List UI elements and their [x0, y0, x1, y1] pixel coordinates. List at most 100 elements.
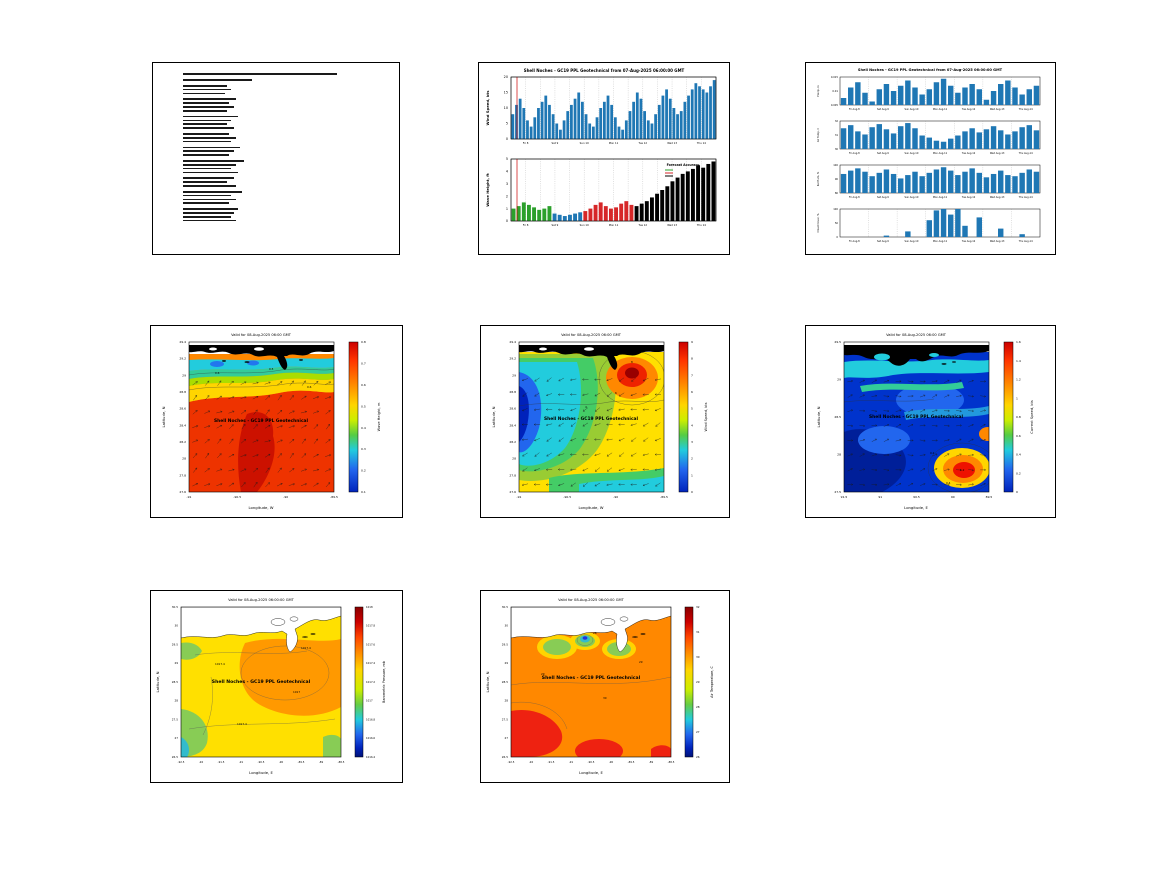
bar — [518, 98, 522, 139]
bar — [687, 95, 690, 139]
bar — [706, 163, 711, 221]
tick-label: 27.6 — [179, 490, 186, 494]
tick-label: 20 — [504, 75, 508, 79]
bar — [696, 165, 701, 221]
bar — [1019, 172, 1025, 193]
bar — [570, 104, 573, 139]
panel-wind-speed-map[interactable]: Valid for 08-Aug-2025 06:00 GMT 8 6 4 Sh — [480, 325, 730, 518]
bar — [683, 101, 687, 139]
x-axis-label: Longitude, E — [579, 770, 603, 775]
report-text-line — [183, 198, 236, 201]
tick-label: 1017.6 — [366, 642, 375, 646]
site-overlay-label: Shell Noches - GC19 PPL Geotechnical — [214, 418, 309, 424]
bar — [1012, 87, 1018, 105]
bar — [862, 134, 868, 149]
bar — [685, 171, 690, 221]
bar — [848, 87, 854, 105]
panel-air-temperature-map[interactable]: Valid for 08-Aug-2025 06:00:00 GMT 29 — [480, 590, 730, 783]
bar — [905, 80, 911, 105]
tick-label: 0.3 — [361, 447, 366, 451]
bar — [912, 128, 918, 149]
tick-label: -92 — [529, 760, 534, 764]
bar — [976, 217, 982, 237]
tick-label: 0 — [836, 235, 838, 239]
panel-current-speed-map[interactable]: Valid for 08-Aug-2025 06:00 GMT 0.2 — [805, 325, 1056, 518]
tick-label: Sun 10 — [580, 141, 589, 145]
report-text-line — [183, 119, 232, 122]
land-mass — [519, 345, 664, 370]
tick-label: -89.5 — [298, 760, 305, 764]
panel-forecast-text-report[interactable] — [152, 62, 400, 255]
report-text-line — [183, 73, 337, 75]
land-mass — [181, 607, 341, 653]
tick-label: 0.015 — [831, 75, 839, 79]
map-frame — [180, 606, 342, 758]
x-axis-label: Longitude, E — [249, 770, 273, 775]
tick-label: 90.5 — [913, 495, 920, 499]
bar — [562, 120, 566, 139]
tick-label: -90.5 — [258, 760, 265, 764]
bar — [905, 231, 911, 237]
bar — [955, 92, 961, 105]
bar — [883, 84, 890, 105]
legend-title: Forecast Accuracy — [667, 163, 701, 167]
y-axis-label: Latitude, N — [491, 406, 496, 427]
tick-label: 28.6 — [179, 407, 186, 411]
x-axis-label: Longitude, W — [248, 505, 273, 510]
report-text-line — [183, 78, 252, 81]
y-axis-label: Precip, in — [816, 85, 820, 97]
panel-wave-height-map[interactable]: Valid for 08-Aug-2025 06:00 GMT 0.6 0.5 — [150, 325, 403, 518]
bar — [639, 203, 644, 221]
tick-label: 29.4 — [509, 340, 516, 344]
tick-label: 1017.2 — [366, 680, 375, 684]
tick-label: Tue 12 — [639, 141, 648, 145]
tick-label: 0.8 — [361, 340, 366, 344]
tick-label: Fri Aug-8 — [849, 108, 860, 111]
bar — [668, 98, 672, 139]
bar — [709, 86, 712, 139]
bar — [588, 123, 592, 139]
y-ticks: 100 90 80 — [833, 163, 838, 195]
bar — [869, 176, 875, 193]
panel-misc-weather-chart[interactable]: Shell Noches - GC19 PPL Geotechnical fro… — [805, 62, 1056, 255]
x-ticks: -91 -90.5 -90 -89.5 — [187, 495, 338, 499]
bar — [595, 117, 599, 139]
panel-barometric-pressure-map[interactable]: Valid for 08-Aug-2025 06:00:00 GMT 1017.… — [150, 590, 403, 783]
bar — [898, 126, 904, 149]
bar — [559, 129, 562, 139]
tick-label: Mon Aug-11 — [933, 152, 948, 155]
bar — [1005, 134, 1011, 149]
bar — [526, 120, 529, 139]
tick-label: 1016.8 — [366, 717, 375, 721]
tick-label: 3 — [506, 182, 508, 186]
colorbar: 32 31 30 29 28 27 26 Air Temperature, C — [684, 605, 714, 759]
bar — [990, 126, 997, 149]
bar — [876, 124, 882, 149]
bar — [573, 98, 577, 139]
bar — [670, 181, 675, 221]
tick-label: 27.5 — [172, 718, 178, 722]
bar — [955, 209, 961, 237]
bar — [577, 92, 581, 139]
colorbar-label: Barometric Pressure, mb — [382, 661, 386, 703]
bar — [624, 201, 629, 221]
bar — [603, 206, 608, 221]
contour-label: 0.6 — [215, 371, 220, 375]
report-text-line — [183, 212, 234, 214]
panel-wind-wave-chart[interactable]: Shell Noches - GC19 PPL Geotechnical fro… — [478, 62, 730, 255]
tick-label: Fri Aug-8 — [849, 240, 860, 243]
tick-label: Sun Aug-10 — [904, 152, 918, 155]
report-text-line — [183, 177, 234, 180]
tick-label: 0.2 — [361, 469, 366, 473]
tick-label: 0.6 — [1016, 434, 1021, 438]
tick-label: 29 — [837, 378, 841, 382]
tick-label: 0.4 — [361, 426, 366, 430]
y-ticks: 20 15 10 5 0 — [504, 75, 508, 141]
bar — [862, 92, 868, 105]
bar — [905, 175, 911, 193]
report-text-line — [183, 163, 236, 166]
tick-label: -89.5 — [660, 495, 668, 499]
tick-label: 27.5 — [834, 490, 841, 494]
tick-label: 1018 — [366, 605, 373, 609]
tick-label: Sat Aug-9 — [877, 196, 889, 199]
